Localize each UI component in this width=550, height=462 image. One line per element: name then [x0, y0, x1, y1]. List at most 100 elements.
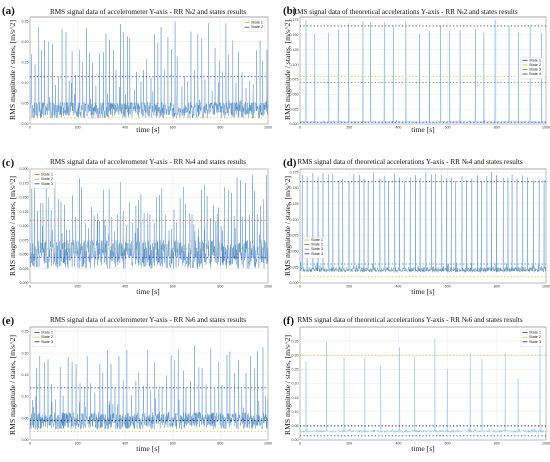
x-tick-label: 200 — [75, 126, 81, 130]
x-axis-label: time [s] — [136, 287, 159, 296]
x-tick-label: 400 — [395, 126, 401, 130]
y-tick-label: 0.150 — [20, 196, 29, 200]
legend-entry: State 2 — [41, 335, 53, 339]
x-tick-label: 1000 — [264, 442, 272, 446]
y-tick-label: 0.10 — [22, 395, 29, 399]
y-tick-label: 0.25 — [22, 19, 29, 23]
legend-entry: State 3 — [41, 182, 53, 186]
panel-title: RMS signal data of accelerometer Y-axis … — [50, 316, 246, 324]
signal-trace — [29, 21, 269, 119]
x-tick-label: 800 — [494, 442, 500, 446]
y-tick-label: 0.05 — [22, 416, 29, 420]
legend-entry: State 2 — [311, 243, 323, 247]
y-tick-label: 0.00 — [292, 438, 299, 442]
x-tick-label: 600 — [170, 285, 176, 289]
x-tick-label: 800 — [217, 285, 223, 289]
y-tick-label: 0.175 — [20, 181, 29, 185]
x-tick-label: 600 — [170, 126, 176, 130]
panel-letter: (a) — [2, 5, 15, 17]
y-tick-label: 0.100 — [290, 63, 299, 67]
y-tick-label: 0.075 — [290, 234, 299, 238]
panel-title: RMS signal data of accelerometer Y-axis … — [50, 8, 246, 16]
panel-title: RMS signal data of theoretical accelerat… — [297, 316, 523, 324]
panel-d: (d) RMS signal data of theoretical accele… — [283, 157, 550, 296]
y-tick-label: 0.15 — [22, 373, 29, 377]
panel-b: (b)RMS signal data of theoretical accele… — [283, 5, 550, 134]
y-tick-label: 0.000 — [290, 122, 299, 126]
legend-entry: State 4 — [311, 252, 323, 256]
y-tick-label: 0.20 — [22, 351, 29, 355]
x-tick-label: 800 — [494, 285, 500, 289]
panel-title: RMS signal data of theoretical accelerat… — [297, 158, 523, 166]
x-tick-label: 400 — [122, 285, 128, 289]
x-tick-label: 200 — [346, 285, 352, 289]
y-tick-label: 0.25 — [22, 330, 29, 334]
x-tick-label: 0 — [299, 126, 301, 130]
legend-entry: State 2 — [529, 335, 541, 339]
panel-title: RMS signal data of accelerometer Y-axis … — [50, 158, 246, 166]
y-tick-label: 0.050 — [290, 92, 299, 96]
x-tick-label: 1000 — [264, 126, 272, 130]
x-tick-label: 600 — [170, 442, 176, 446]
legend-entry: State 2 — [529, 63, 541, 67]
y-tick-label: 0.000 — [20, 281, 29, 285]
y-tick-label: 0.125 — [290, 202, 299, 206]
panel-f: (f) RMS signal data of theoretical accele… — [283, 315, 550, 453]
x-tick-label: 0 — [299, 285, 301, 289]
legend-entry: State 1 — [311, 238, 323, 242]
x-tick-label: 400 — [395, 442, 401, 446]
y-tick-label: 0.075 — [290, 78, 299, 82]
y-tick-label: 0.175 — [290, 170, 299, 174]
legend-entry: State 1 — [529, 58, 541, 62]
y-tick-label: 0.150 — [290, 33, 299, 37]
y-tick-label: 0.025 — [20, 267, 29, 271]
y-tick-label: 0.15 — [22, 60, 29, 64]
y-axis-label: RMS magnitude / states, [m/s^2] — [8, 20, 17, 120]
y-tick-label: 0.15 — [292, 396, 299, 400]
signal-trace — [299, 172, 547, 273]
legend-entry: State 4 — [529, 72, 541, 76]
legend-entry: State 3 — [311, 247, 323, 251]
x-tick-label: 400 — [122, 126, 128, 130]
panel-letter: (c) — [2, 157, 15, 169]
x-axis-label: time [s] — [136, 444, 159, 453]
legend-entry: State 2 — [251, 25, 263, 29]
y-axis-label: RMS magnitude / states, [m/s^2] — [8, 335, 17, 435]
y-tick-label: 0.175 — [290, 18, 299, 22]
x-tick-label: 600 — [445, 442, 451, 446]
x-tick-label: 400 — [395, 285, 401, 289]
panel-e: (e) RMS signal data of accelerometer Y-ax… — [2, 315, 272, 453]
legend-entry: State 1 — [251, 21, 263, 25]
y-tick-label: 0.10 — [292, 410, 299, 414]
y-tick-label: 0.200 — [20, 167, 29, 171]
y-tick-label: 0.10 — [22, 81, 29, 85]
panel-letter: (b) — [283, 5, 297, 17]
x-tick-label: 200 — [75, 285, 81, 289]
panel-letter: (f) — [283, 315, 294, 327]
x-tick-label: 200 — [346, 442, 352, 446]
x-tick-label: 600 — [445, 126, 451, 130]
y-tick-label: 0.125 — [290, 48, 299, 52]
panel-a: (a) RMS signal data of accelerometer Y-ax… — [2, 5, 272, 134]
y-tick-label: 0.30 — [292, 353, 299, 357]
x-axis-label: time [s] — [411, 287, 434, 296]
signal-trace — [299, 336, 547, 434]
x-tick-label: 800 — [217, 126, 223, 130]
x-tick-label: 600 — [445, 285, 451, 289]
y-tick-label: 0.00 — [22, 122, 29, 126]
legend-entry: State 3 — [529, 67, 541, 71]
y-tick-label: 0.100 — [20, 224, 29, 228]
panel-letter: (d) — [283, 157, 297, 169]
y-tick-label: 0.20 — [292, 382, 299, 386]
legend-entry: State 3 — [41, 340, 53, 344]
panel-title: RMS signal data of theoretical accelerat… — [292, 8, 518, 16]
y-tick-label: 0.050 — [290, 250, 299, 254]
y-axis-label: RMS magnitude / states, [m/s^2] — [8, 176, 17, 276]
y-tick-label: 0.05 — [292, 424, 299, 428]
x-tick-label: 400 — [122, 442, 128, 446]
